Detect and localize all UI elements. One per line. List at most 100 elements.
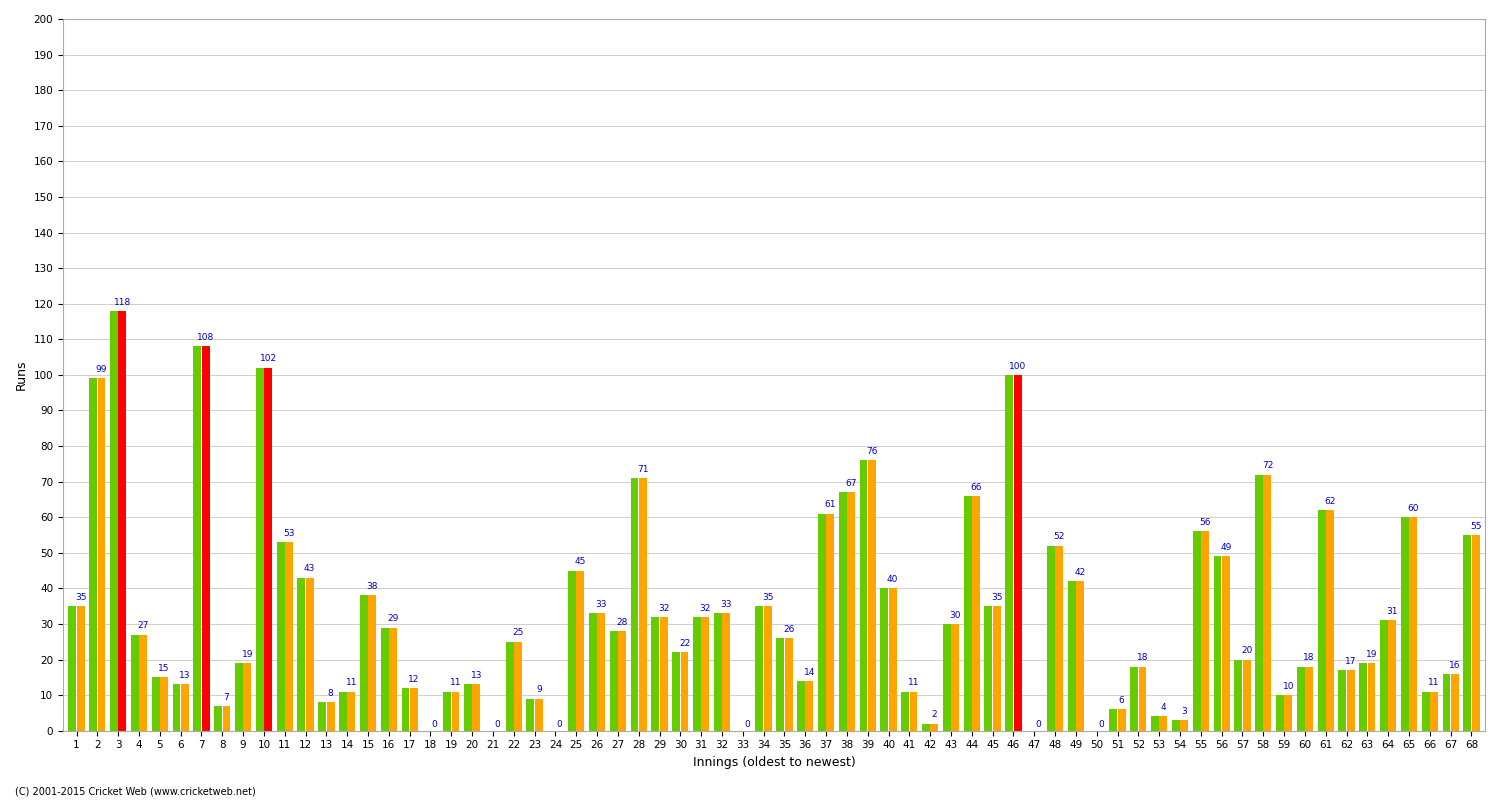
Bar — [264, 368, 272, 730]
Bar — [922, 724, 930, 730]
Text: 33: 33 — [596, 600, 608, 609]
Bar — [452, 691, 459, 730]
Bar — [1110, 710, 1118, 730]
Text: 32: 32 — [658, 603, 669, 613]
Bar — [140, 634, 147, 730]
Bar — [1464, 535, 1472, 730]
Bar — [1347, 670, 1354, 730]
Bar — [118, 311, 126, 730]
Text: 43: 43 — [304, 565, 315, 574]
Bar — [909, 691, 918, 730]
Bar — [1222, 556, 1230, 730]
Bar — [506, 642, 513, 730]
Text: 22: 22 — [680, 639, 690, 648]
Bar — [568, 570, 576, 730]
Text: 45: 45 — [574, 558, 586, 566]
Text: 61: 61 — [825, 500, 836, 510]
Text: 102: 102 — [260, 354, 276, 363]
Text: 35: 35 — [992, 593, 1002, 602]
Bar — [98, 378, 105, 730]
Bar — [984, 606, 993, 730]
Bar — [630, 478, 639, 730]
Text: 11: 11 — [1428, 678, 1440, 687]
Bar — [651, 617, 660, 730]
Text: 11: 11 — [345, 678, 357, 687]
Bar — [214, 706, 222, 730]
Bar — [1389, 621, 1396, 730]
Bar — [1430, 691, 1438, 730]
Bar — [639, 478, 646, 730]
Text: 18: 18 — [1137, 654, 1149, 662]
Bar — [839, 492, 846, 730]
Text: 0: 0 — [1098, 720, 1104, 729]
Bar — [1130, 666, 1138, 730]
Bar — [590, 614, 597, 730]
Text: 35: 35 — [75, 593, 87, 602]
Text: 8: 8 — [327, 689, 333, 698]
Text: 38: 38 — [366, 582, 378, 591]
Bar — [944, 624, 951, 730]
Bar — [951, 624, 958, 730]
Bar — [1118, 710, 1125, 730]
Text: 42: 42 — [1074, 568, 1086, 577]
Bar — [90, 378, 98, 730]
Bar — [868, 460, 876, 730]
Bar — [993, 606, 1000, 730]
Text: 66: 66 — [970, 482, 981, 491]
Text: 4: 4 — [1161, 703, 1166, 712]
Text: 0: 0 — [1035, 720, 1041, 729]
Text: 67: 67 — [846, 479, 856, 488]
Bar — [681, 653, 688, 730]
Bar — [963, 496, 972, 730]
Bar — [1276, 695, 1284, 730]
Text: 13: 13 — [178, 671, 190, 680]
Bar — [888, 588, 897, 730]
Text: 62: 62 — [1324, 497, 1335, 506]
Text: 76: 76 — [865, 447, 877, 456]
Bar — [902, 691, 909, 730]
Bar — [714, 614, 722, 730]
Text: 35: 35 — [762, 593, 774, 602]
Bar — [1408, 518, 1418, 730]
Bar — [201, 346, 210, 730]
Text: (C) 2001-2015 Cricket Web (www.cricketweb.net): (C) 2001-2015 Cricket Web (www.cricketwe… — [15, 786, 255, 796]
X-axis label: Innings (oldest to newest): Innings (oldest to newest) — [693, 756, 855, 769]
Bar — [1160, 717, 1167, 730]
Bar — [972, 496, 980, 730]
Bar — [827, 514, 834, 730]
Text: 0: 0 — [744, 720, 750, 729]
Text: 15: 15 — [159, 664, 170, 673]
Text: 30: 30 — [950, 610, 962, 620]
Bar — [1180, 720, 1188, 730]
Text: 71: 71 — [638, 465, 648, 474]
Text: 12: 12 — [408, 674, 420, 684]
Bar — [796, 681, 806, 730]
Bar — [381, 627, 388, 730]
Text: 28: 28 — [616, 618, 627, 627]
Text: 14: 14 — [804, 668, 814, 677]
Bar — [1234, 659, 1242, 730]
Bar — [1068, 582, 1076, 730]
Bar — [1284, 695, 1292, 730]
Bar — [597, 614, 604, 730]
Text: 0: 0 — [432, 720, 438, 729]
Bar — [76, 606, 84, 730]
Text: 31: 31 — [1386, 607, 1398, 616]
Bar — [576, 570, 585, 730]
Text: 19: 19 — [1366, 650, 1377, 659]
Bar — [285, 542, 292, 730]
Text: 56: 56 — [1198, 518, 1210, 527]
Text: 55: 55 — [1470, 522, 1482, 530]
Text: 49: 49 — [1220, 543, 1232, 552]
Bar — [1359, 663, 1366, 730]
Bar — [756, 606, 764, 730]
Y-axis label: Runs: Runs — [15, 360, 28, 390]
Bar — [526, 698, 534, 730]
Text: 108: 108 — [196, 333, 214, 342]
Bar — [243, 663, 250, 730]
Bar — [1214, 556, 1221, 730]
Text: 20: 20 — [1240, 646, 1252, 655]
Bar — [348, 691, 355, 730]
Bar — [880, 588, 888, 730]
Bar — [722, 614, 730, 730]
